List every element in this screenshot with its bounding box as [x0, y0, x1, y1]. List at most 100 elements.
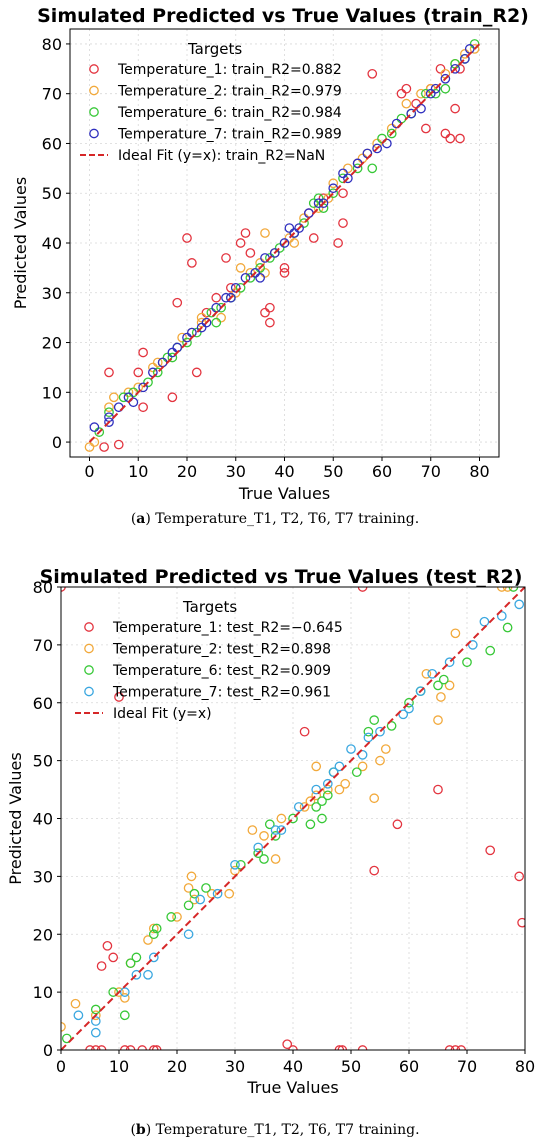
data-point-temperature-7-train — [138, 382, 148, 393]
data-point-temperature-6 — [104, 407, 114, 418]
data-point-temperature-6 — [166, 912, 177, 922]
data-point-temperature-6 — [386, 128, 397, 139]
data-point-temperature-2 — [369, 793, 380, 804]
data-point-temperature-2 — [311, 761, 322, 772]
data-point-temperature-6 — [118, 392, 129, 403]
data-point-temperature-6 — [367, 163, 378, 174]
data-point-temperature-6 — [270, 831, 281, 841]
data-point-temperature-6 — [265, 253, 275, 263]
legend-label: Ideal Fit (y=x): train_R2=NaN — [118, 148, 325, 164]
data-point-temperature-2 — [375, 755, 385, 766]
legend-label: Temperature_2: test_R2=0.898 — [112, 642, 331, 658]
data-point-temperature-7-train — [104, 417, 114, 428]
data-point-temperature-7-train — [372, 143, 382, 154]
data-point-temperature-2 — [444, 680, 455, 691]
data-point-temperature-1 — [334, 1045, 345, 1050]
data-point-temperature-2 — [119, 993, 130, 1003]
legend-marker-temperature-6 — [84, 665, 94, 675]
data-point-temperature-1 — [172, 297, 183, 308]
x-tick-label: 60 — [372, 462, 392, 481]
x-tick-label: 10 — [128, 462, 148, 481]
y-tick-label: 50 — [42, 184, 62, 203]
y-tick-label: 30 — [33, 867, 53, 886]
data-point-temperature-2 — [259, 831, 269, 841]
data-point-temperature-2 — [230, 287, 241, 298]
data-point-temperature-6 — [396, 113, 407, 124]
data-point-temperature-7-test — [143, 969, 153, 980]
data-point-temperature-2 — [323, 193, 334, 204]
data-point-temperature-7-test — [195, 894, 206, 905]
data-point-temperature-6 — [90, 1004, 101, 1015]
data-point-temperature-7-train — [430, 83, 441, 94]
x-tick-label: 20 — [167, 1057, 187, 1076]
data-point-temperature-6 — [245, 272, 256, 283]
x-tick-label: 80 — [469, 462, 489, 481]
data-point-temperature-7-test — [427, 668, 438, 679]
data-point-temperature-7-test — [322, 778, 333, 789]
y-tick-label: 0 — [52, 433, 62, 452]
data-point-temperature-7-train — [250, 268, 261, 278]
data-point-temperature-7-train — [226, 292, 236, 303]
data-point-temperature-7-train — [255, 272, 265, 283]
data-point-temperature-2 — [189, 894, 200, 905]
data-point-temperature-2 — [380, 744, 391, 754]
data-point-temperature-1 — [279, 268, 290, 278]
data-point-temperature-2 — [357, 153, 368, 164]
data-point-temperature-7-train — [201, 317, 212, 328]
legend-marker-temperature-7-train — [89, 128, 99, 139]
y-tick-label: 80 — [42, 35, 62, 54]
data-point-temperature-1 — [191, 367, 202, 378]
data-point-temperature-7-train — [89, 422, 100, 432]
data-point-temperature-2 — [305, 796, 316, 806]
data-point-temperature-1 — [167, 392, 178, 403]
data-point-temperature-6 — [189, 888, 200, 899]
chart-title: Simulated Predicted vs True Values (test… — [40, 566, 523, 588]
data-point-temperature-1 — [333, 238, 343, 248]
data-point-temperature-1 — [337, 1045, 348, 1050]
data-point-temperature-1 — [396, 88, 407, 99]
data-point-temperature-1 — [235, 238, 246, 248]
data-point-temperature-1 — [138, 402, 148, 413]
data-point-temperature-7-test — [293, 802, 304, 812]
data-point-temperature-7-train — [460, 54, 470, 64]
data-point-temperature-6 — [311, 802, 322, 812]
x-tick-label: 70 — [421, 462, 441, 481]
data-point-temperature-7-test — [467, 640, 478, 650]
data-point-temperature-6 — [191, 327, 202, 338]
data-point-temperature-7-train — [284, 223, 295, 233]
data-point-temperature-7-test — [230, 859, 240, 870]
data-point-temperature-6 — [317, 813, 327, 824]
data-point-temperature-1 — [455, 63, 465, 74]
y-axis-label: Predicted Values — [11, 177, 30, 309]
data-point-temperature-1 — [102, 940, 113, 951]
data-point-temperature-1 — [90, 1045, 101, 1050]
data-point-temperature-1 — [433, 784, 443, 795]
data-point-temperature-7-test — [415, 686, 426, 697]
data-point-temperature-1 — [133, 367, 144, 378]
data-point-temperature-1 — [113, 439, 124, 450]
data-point-temperature-2 — [260, 228, 270, 238]
data-point-temperature-7-test — [90, 1027, 101, 1038]
x-tick-label: 70 — [457, 1057, 477, 1076]
data-point-temperature-7-train — [416, 103, 426, 114]
data-point-temperature-7-test — [496, 611, 507, 621]
data-point-temperature-2 — [230, 865, 240, 876]
data-point-temperature-2 — [152, 357, 163, 368]
data-point-temperature-6 — [369, 715, 380, 725]
data-point-temperature-6 — [305, 819, 316, 830]
data-point-temperature-6 — [183, 900, 194, 911]
data-point-temperature-7-test — [357, 749, 368, 760]
data-point-temperature-7-test — [90, 1016, 101, 1026]
y-tick-label: 40 — [42, 234, 62, 253]
data-point-temperature-6 — [274, 243, 285, 253]
x-tick-label: 50 — [323, 462, 343, 481]
data-point-temperature-6 — [259, 854, 269, 864]
data-point-temperature-6 — [363, 726, 374, 737]
data-point-temperature-2 — [186, 871, 197, 882]
data-point-temperature-7-test — [328, 767, 339, 778]
legend-title: Targets — [182, 598, 237, 616]
data-point-temperature-2 — [284, 233, 295, 243]
data-point-temperature-1 — [338, 218, 348, 228]
x-axis-label: True Values — [238, 484, 330, 503]
